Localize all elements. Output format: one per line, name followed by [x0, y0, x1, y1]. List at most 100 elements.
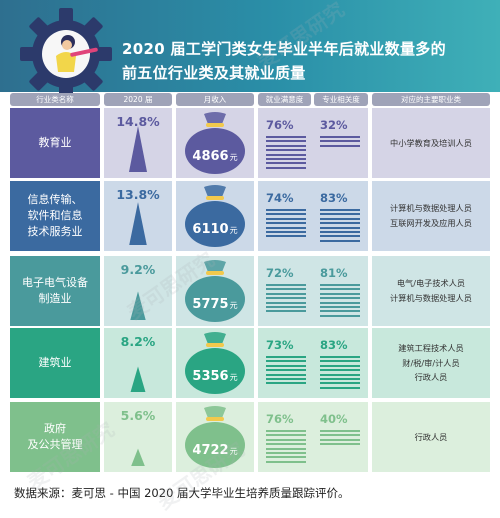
- satisfaction-bar-mark: [266, 301, 306, 304]
- relevance-bar-mark: [320, 239, 360, 242]
- satisfaction-bar-mark: [266, 447, 306, 450]
- satisfaction-bar-mark: [266, 140, 306, 143]
- satisfaction-bar-mark: [266, 166, 306, 169]
- relevance-bar-stack: [320, 136, 360, 149]
- satisfaction-bar-mark: [266, 144, 306, 147]
- satisfaction-bar-mark: [266, 460, 306, 463]
- satisfaction-bar-mark: [266, 369, 306, 372]
- chart-title-line1: 2020 届工学门类女生毕业半年后就业数量多的: [122, 40, 446, 58]
- relevance-bar-mark: [320, 430, 360, 432]
- column-header-industry: 行业类名称: [10, 93, 100, 106]
- occupation-label: 行政人员: [372, 402, 490, 472]
- quality-cell: 73% 83%: [258, 328, 368, 398]
- money-bag-icon: [185, 112, 245, 174]
- money-bag-top: [204, 260, 226, 272]
- satisfaction-bar-mark: [266, 451, 306, 454]
- relevance-value-label: 40%: [320, 412, 348, 426]
- industry-label: 电子电气设备 制造业: [10, 256, 100, 326]
- income-value-label: 4722元: [176, 439, 254, 458]
- satisfaction-bar-mark: [266, 430, 306, 432]
- relevance-bar-mark: [320, 369, 360, 372]
- satisfaction-bar-mark: [266, 162, 306, 165]
- relevance-bar-mark: [320, 310, 360, 313]
- share-value-label: 9.2%: [120, 262, 156, 277]
- relevance-bar-stack: [320, 284, 360, 319]
- satisfaction-bar-mark: [266, 443, 306, 446]
- share-value-label: 5.6%: [120, 408, 156, 423]
- relevance-bar-mark: [320, 140, 360, 143]
- industry-label: 政府 及公共管理: [10, 402, 100, 472]
- satisfaction-bar-mark: [266, 217, 306, 220]
- relevance-bar-stack: [320, 209, 360, 244]
- satisfaction-bar-mark: [266, 292, 306, 295]
- money-bag-top: [204, 332, 226, 344]
- income-unit: 元: [229, 153, 238, 162]
- column-header-satisfaction: 就业满意度: [258, 93, 311, 106]
- satisfaction-bar-mark: [266, 149, 306, 152]
- relevance-bar-mark: [320, 288, 360, 291]
- column-header-occupations: 对应的主要职业类: [372, 93, 490, 106]
- satisfaction-bar-mark: [266, 456, 306, 459]
- satisfaction-bar-mark: [266, 213, 306, 216]
- satisfaction-bar-mark: [266, 377, 306, 380]
- relevance-bar-mark: [320, 209, 360, 211]
- satisfaction-bar-mark: [266, 136, 306, 138]
- share-value-label: 13.8%: [116, 187, 160, 202]
- relevance-bar-stack: [320, 356, 360, 391]
- relevance-bar-mark: [320, 217, 360, 220]
- relevance-value-label: 83%: [320, 338, 348, 352]
- relevance-bar-mark: [320, 360, 360, 363]
- relevance-bar-mark: [320, 136, 360, 138]
- income-unit: 元: [229, 226, 238, 235]
- satisfaction-bar-mark: [266, 310, 306, 313]
- satisfaction-bar-mark: [266, 305, 306, 308]
- quality-cell: 76% 32%: [258, 108, 368, 178]
- money-bag-tie: [206, 417, 224, 421]
- satisfaction-bar-mark: [266, 157, 306, 160]
- industry-label: 建筑业: [10, 328, 100, 398]
- quality-cell: 76% 40%: [258, 402, 368, 472]
- column-header-relevance: 专业相关度: [314, 93, 368, 106]
- relevance-bar-stack: [320, 430, 360, 448]
- column-header-income: 月收入: [176, 93, 254, 106]
- satisfaction-bar-stack: [266, 356, 306, 387]
- relevance-bar-mark: [320, 356, 360, 358]
- share-cell: 13.8%: [104, 181, 172, 251]
- share-triangle-mark: [130, 366, 146, 392]
- relevance-bar-mark: [320, 314, 360, 317]
- share-cell: 5.6%: [104, 402, 172, 472]
- satisfaction-bar-mark: [266, 209, 306, 211]
- money-bag-tie: [206, 271, 224, 275]
- relevance-bar-mark: [320, 377, 360, 380]
- satisfaction-value-label: 76%: [266, 118, 294, 132]
- share-cell: 8.2%: [104, 328, 172, 398]
- satisfaction-bar-mark: [266, 235, 306, 238]
- satisfaction-bar-stack: [266, 136, 306, 171]
- satisfaction-bar-mark: [266, 222, 306, 225]
- money-bag-body: [185, 201, 245, 247]
- relevance-value-label: 32%: [320, 118, 348, 132]
- relevance-bar-mark: [320, 292, 360, 295]
- relevance-bar-mark: [320, 297, 360, 300]
- relevance-bar-mark: [320, 284, 360, 286]
- income-cell: 5356元: [176, 328, 254, 398]
- relevance-bar-mark: [320, 213, 360, 216]
- share-triangle-mark: [129, 202, 147, 245]
- income-number: 6110: [192, 222, 229, 237]
- money-bag-icon: [185, 406, 245, 468]
- income-number: 4722: [192, 443, 229, 458]
- income-cell: 4866元: [176, 108, 254, 178]
- satisfaction-bar-mark: [266, 284, 306, 286]
- income-unit: 元: [229, 447, 238, 456]
- relevance-bar-mark: [320, 235, 360, 238]
- share-cell: 14.8%: [104, 108, 172, 178]
- money-bag-tie: [206, 196, 224, 200]
- income-value-label: 5356元: [176, 365, 254, 384]
- share-value-label: 14.8%: [116, 114, 160, 129]
- income-cell: 6110元: [176, 181, 254, 251]
- relevance-bar-mark: [320, 443, 360, 446]
- satisfaction-value-label: 73%: [266, 338, 294, 352]
- money-bag-icon: [185, 332, 245, 394]
- money-bag-icon: [185, 260, 245, 322]
- money-bag-tie: [206, 123, 224, 127]
